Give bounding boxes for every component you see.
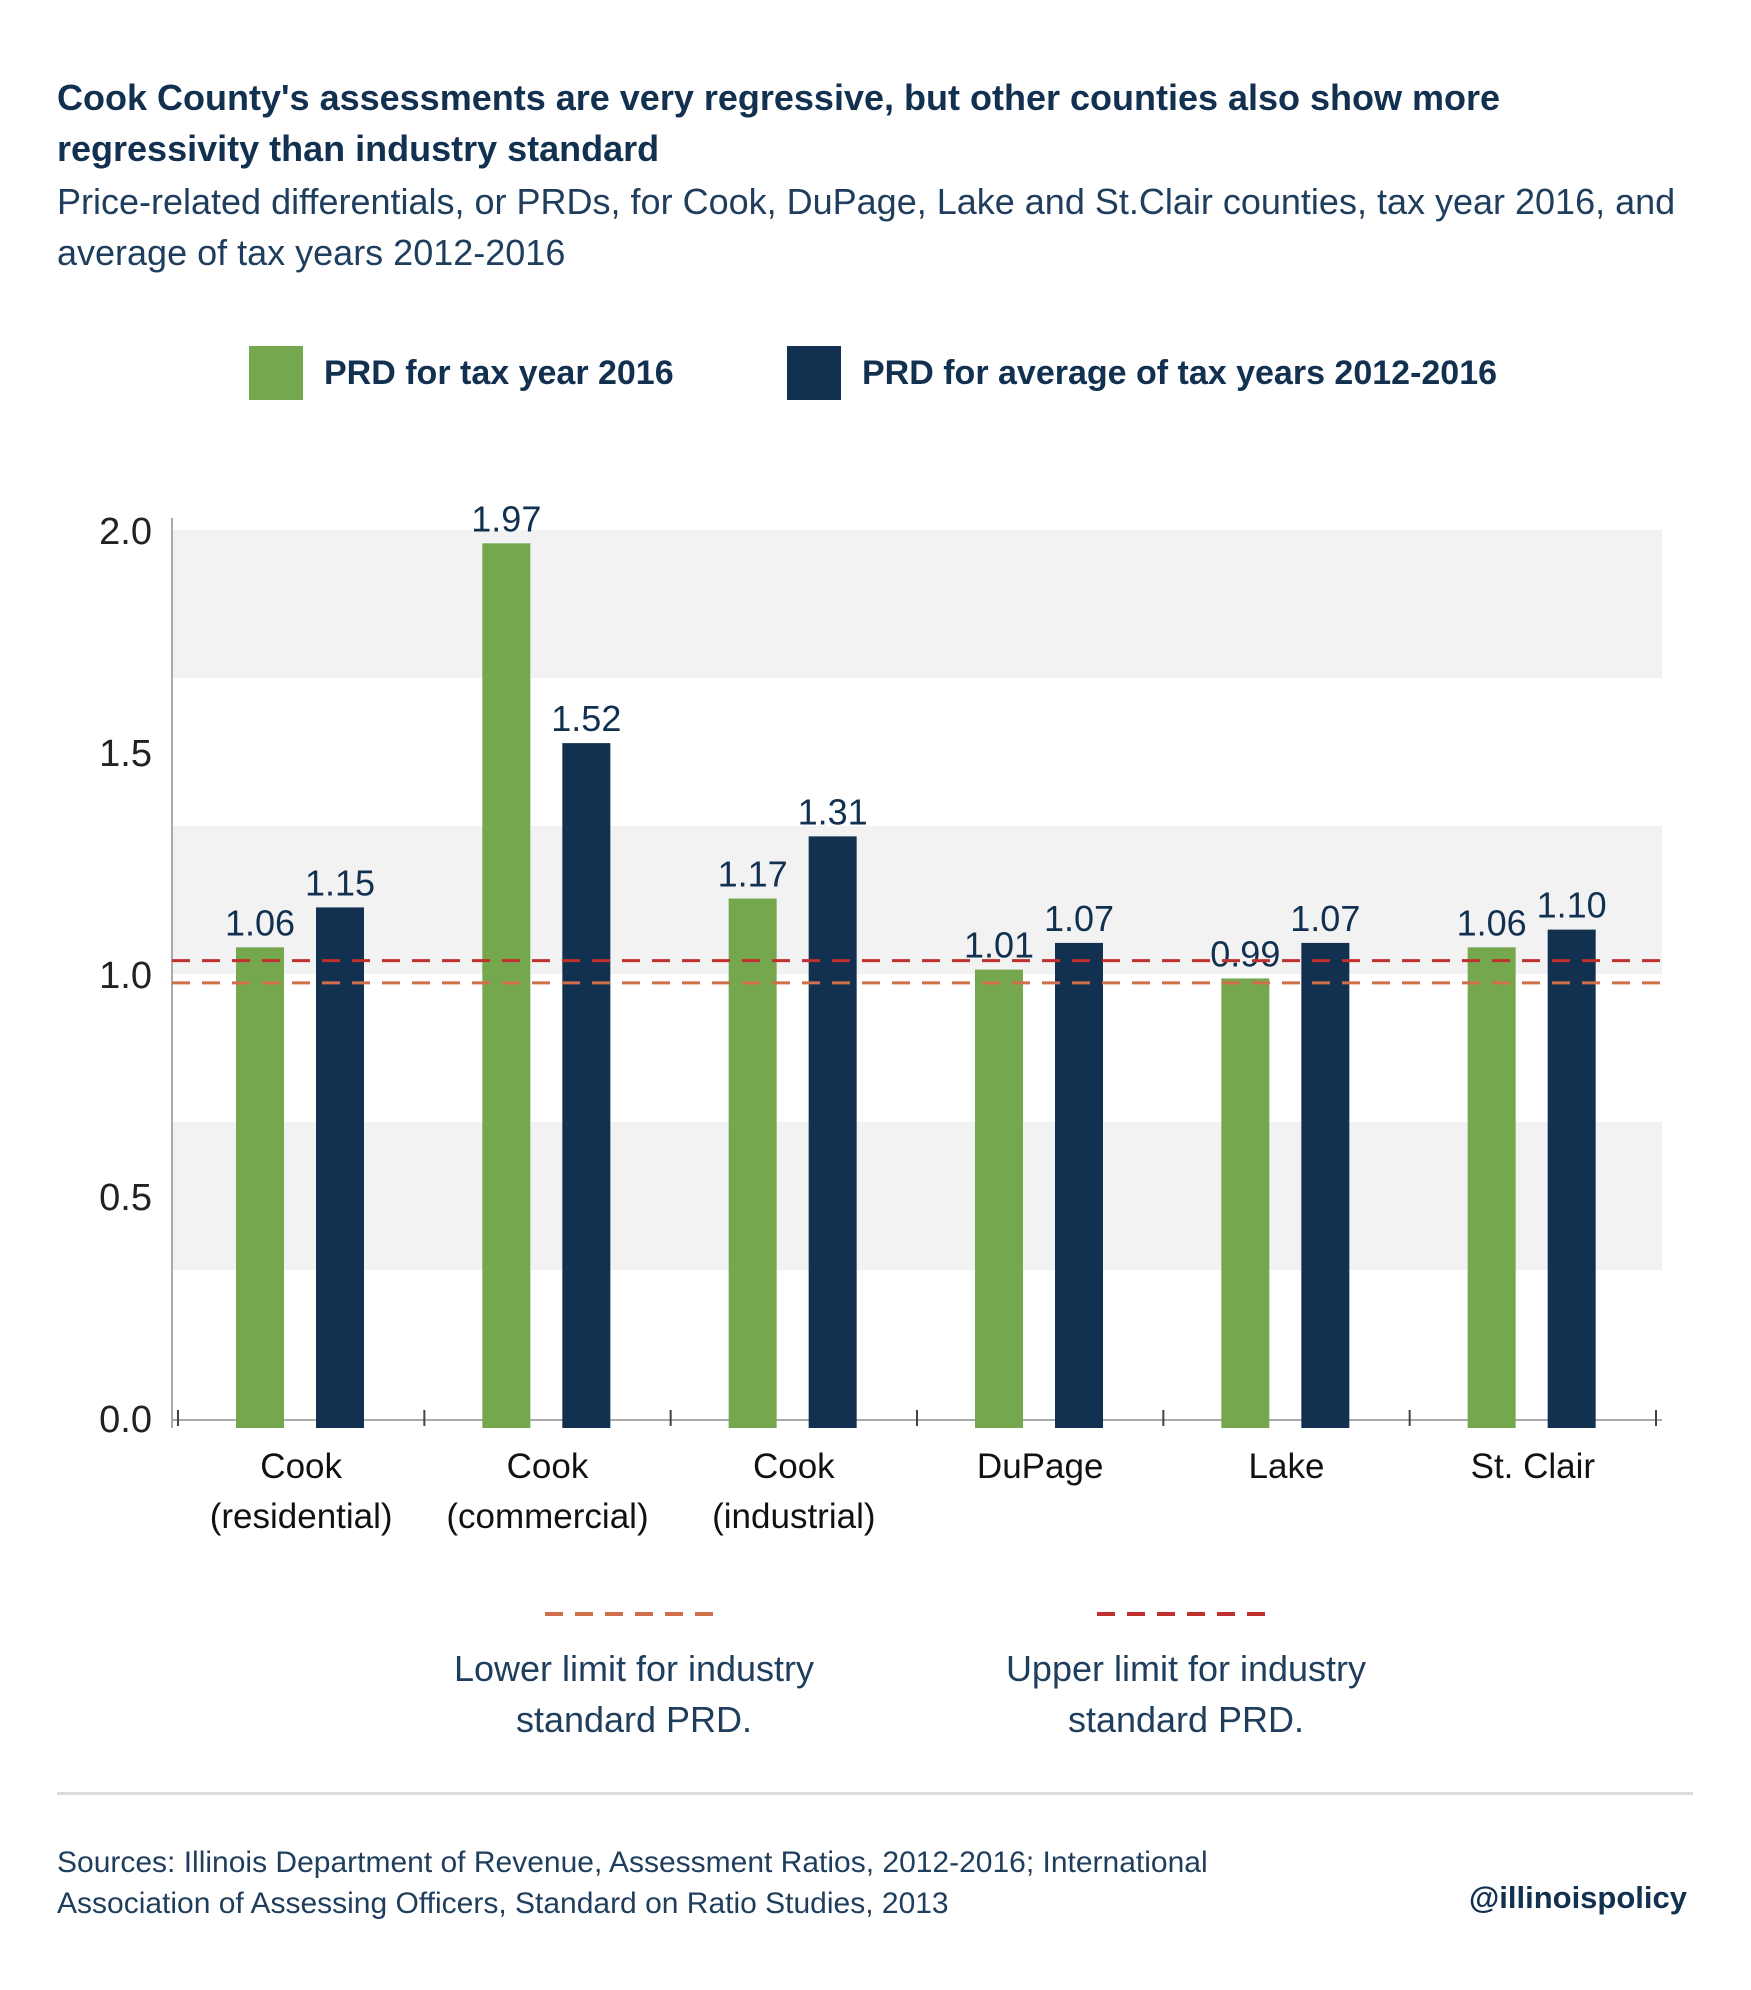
bar-2016 bbox=[236, 947, 284, 1428]
caption-line: Lower limit for industry bbox=[453, 1648, 815, 1689]
bar-average bbox=[1055, 942, 1103, 1428]
bar-2016 bbox=[1467, 947, 1516, 1428]
y-tick-label: 1.5 bbox=[99, 733, 152, 775]
x-category-label: (industrial) bbox=[712, 1497, 875, 1536]
brand-handle: @illinoispolicy bbox=[1469, 1880, 1687, 1915]
data-label: 1.07 bbox=[1290, 898, 1360, 939]
data-label: 1.15 bbox=[305, 862, 375, 903]
bar-average bbox=[562, 743, 611, 1428]
data-label: 1.52 bbox=[551, 698, 621, 739]
chart-subtitle: Price-related differentials, or PRDs, fo… bbox=[57, 181, 1676, 273]
legend-label: PRD for average of tax years 2012-2016 bbox=[862, 353, 1498, 392]
y-tick-label: 1.0 bbox=[99, 955, 152, 997]
data-label: 1.06 bbox=[225, 902, 295, 943]
bar-average bbox=[1547, 929, 1596, 1428]
x-category-label: Lake bbox=[1249, 1447, 1325, 1486]
x-category-label: (commercial) bbox=[446, 1497, 648, 1536]
bar-average bbox=[808, 836, 857, 1428]
x-category-label: St. Clair bbox=[1471, 1447, 1596, 1486]
data-label: 1.17 bbox=[718, 854, 788, 895]
y-tick-label: 2.0 bbox=[99, 511, 152, 553]
data-label: 1.01 bbox=[964, 925, 1034, 966]
bar-2016 bbox=[1221, 978, 1270, 1428]
sources-line: Sources: Illinois Department of Revenue,… bbox=[57, 1846, 1208, 1879]
y-tick-label: 0.0 bbox=[99, 1399, 152, 1441]
data-label: 1.97 bbox=[471, 498, 541, 539]
grid-band bbox=[172, 1122, 1662, 1270]
data-label: 1.07 bbox=[1044, 898, 1114, 939]
bar-2016 bbox=[975, 969, 1023, 1428]
data-label: 0.99 bbox=[1210, 933, 1280, 974]
footer-divider bbox=[57, 1792, 1693, 1795]
y-tick-label: 0.5 bbox=[99, 1177, 152, 1219]
legend-item-2016: PRD for tax year 2016 bbox=[249, 346, 674, 400]
x-category-label: Cook bbox=[753, 1447, 835, 1486]
legend-swatch-navy bbox=[787, 346, 841, 400]
x-category-label: Cook bbox=[260, 1447, 342, 1486]
grid-band bbox=[172, 826, 1662, 974]
legend-item-average: PRD for average of tax years 2012-2016 bbox=[787, 346, 1497, 400]
grid-band bbox=[172, 530, 1662, 678]
caption-line: standard PRD. bbox=[1067, 1699, 1305, 1740]
x-category-label: Cook bbox=[507, 1447, 589, 1486]
legend-swatch-green bbox=[249, 346, 303, 400]
data-label: 1.06 bbox=[1457, 902, 1527, 943]
bar-average bbox=[316, 907, 364, 1428]
caption-line: Upper limit for industry bbox=[1005, 1648, 1367, 1689]
sources-line: Association of Assessing Officers, Stand… bbox=[57, 1887, 949, 1920]
sources: Sources: Illinois Department of Revenue,… bbox=[57, 1842, 1208, 1924]
bar-2016 bbox=[728, 898, 777, 1428]
lower-limit-caption: Lower limit for industry standard PRD. bbox=[404, 1643, 864, 1745]
bar-2016 bbox=[482, 543, 531, 1428]
chart-title: Cook County's assessments are very regre… bbox=[57, 77, 1501, 169]
data-label: 1.10 bbox=[1537, 885, 1607, 926]
data-label: 1.31 bbox=[798, 791, 868, 832]
upper-limit-caption: Upper limit for industry standard PRD. bbox=[956, 1643, 1416, 1745]
legend-label: PRD for tax year 2016 bbox=[324, 353, 674, 392]
caption-line: standard PRD. bbox=[515, 1699, 753, 1740]
bar-average bbox=[1301, 942, 1350, 1428]
x-category-label: DuPage bbox=[977, 1447, 1103, 1486]
x-category-label: (residential) bbox=[210, 1497, 393, 1536]
